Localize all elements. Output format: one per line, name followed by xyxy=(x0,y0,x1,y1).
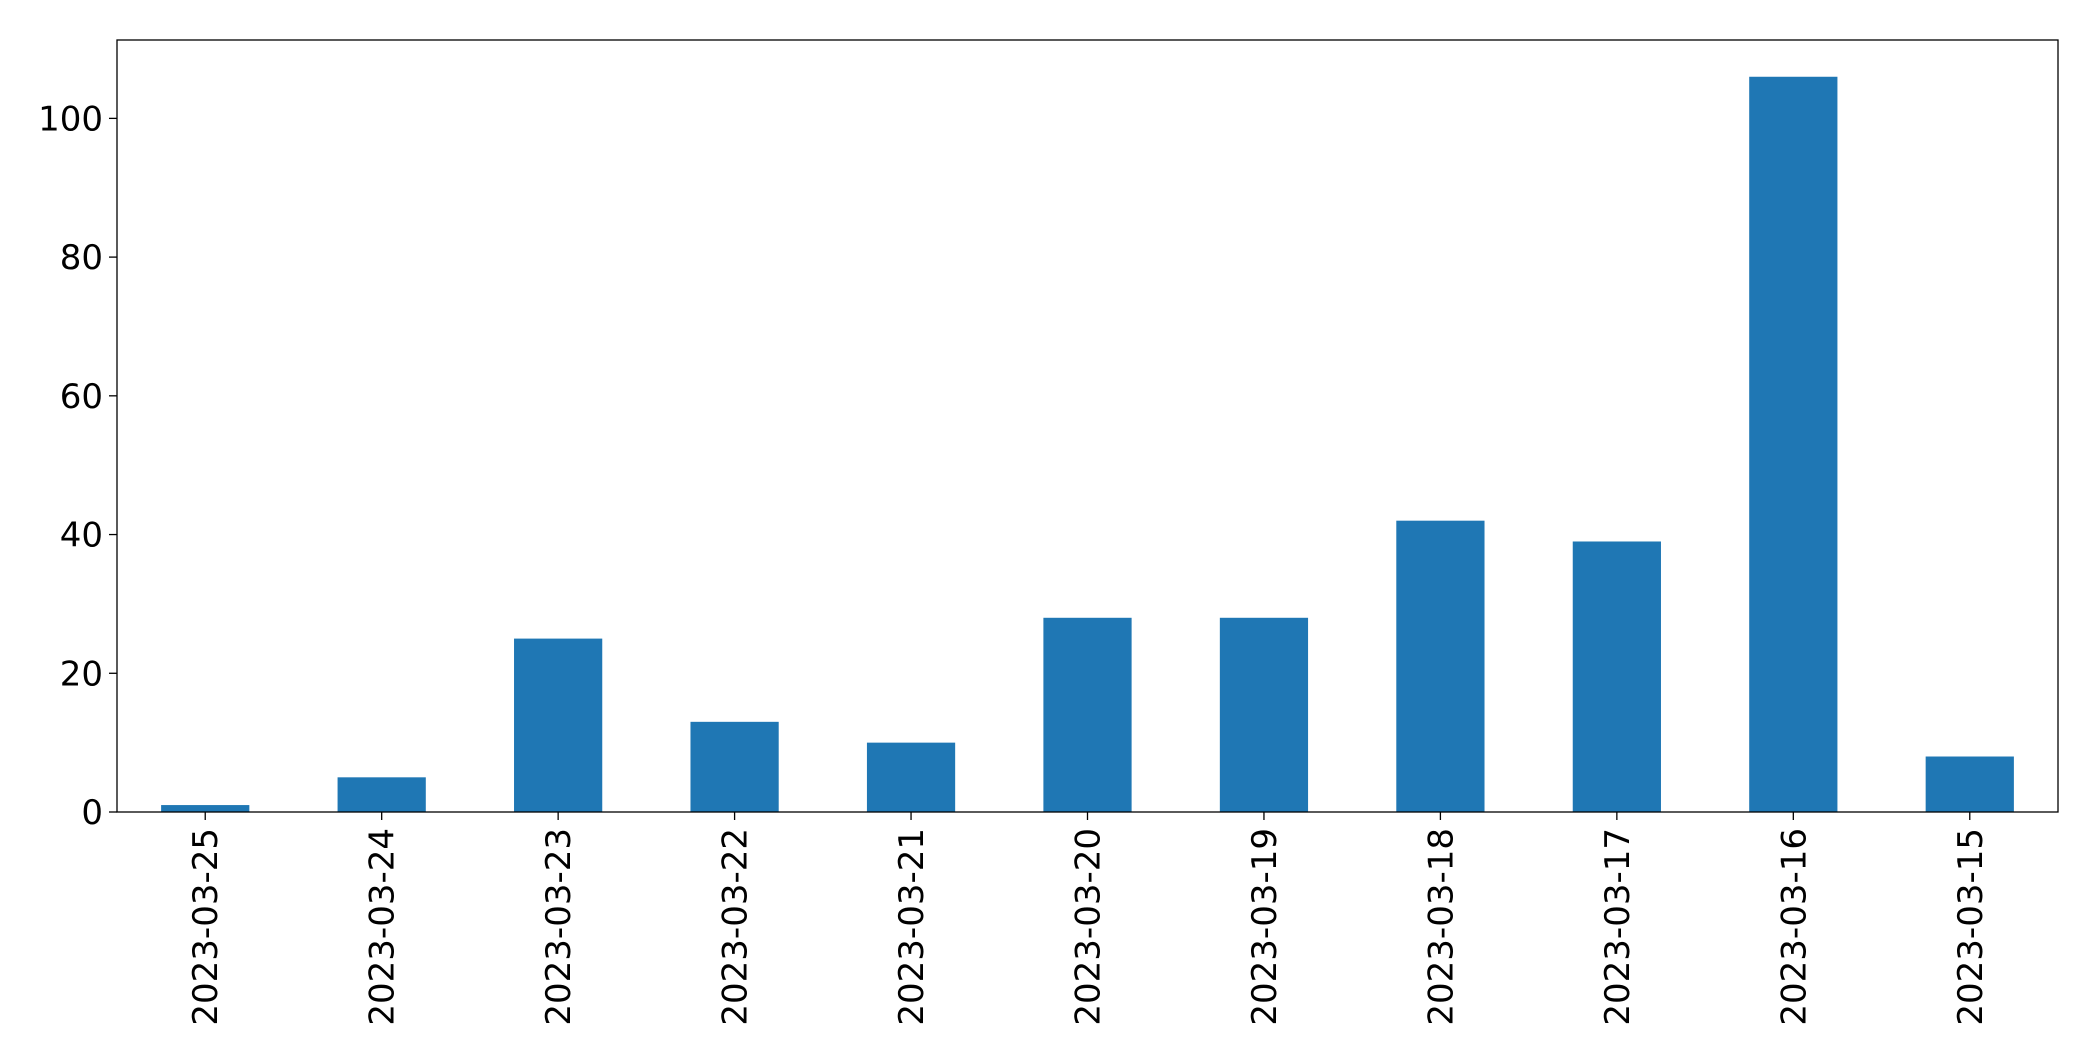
bar-2023-03-20 xyxy=(1043,617,1132,812)
y-axis: 0 20 40 60 80 100 xyxy=(38,99,117,833)
x-axis: 2023-03-25 2023-03-24 2023-03-23 2023-03-22… xyxy=(186,812,1991,1026)
x-tick-label: 2023-03-22 xyxy=(716,828,756,1026)
x-tick-label: 2023-03-19 xyxy=(1245,828,1285,1026)
y-tick-label: 80 xyxy=(60,238,103,278)
x-tick-label: 2023-03-23 xyxy=(539,828,579,1026)
bar-2023-03-17 xyxy=(1572,541,1661,812)
axes-frame xyxy=(116,39,2059,813)
bar-2023-03-25 xyxy=(161,805,250,812)
x-tick-label: 2023-03-16 xyxy=(1774,828,1814,1026)
x-tick-label: 2023-03-20 xyxy=(1069,828,1109,1026)
bar-2023-03-24 xyxy=(337,777,426,812)
y-tick-label: 100 xyxy=(38,99,103,139)
y-tick-label: 20 xyxy=(60,654,103,694)
bar-2023-03-15 xyxy=(1925,756,2014,812)
x-tick-label: 2023-03-24 xyxy=(363,828,403,1026)
x-tick-label: 2023-03-18 xyxy=(1421,828,1461,1026)
x-tick-label: 2023-03-15 xyxy=(1951,828,1991,1026)
x-tick-label: 2023-03-21 xyxy=(892,828,932,1026)
bar-2023-03-19 xyxy=(1219,617,1309,812)
x-tick-label: 2023-03-17 xyxy=(1598,828,1638,1026)
y-tick-label: 60 xyxy=(60,377,103,417)
bar-2023-03-21 xyxy=(866,742,956,812)
x-tick-label: 2023-03-25 xyxy=(186,828,226,1026)
y-tick-label: 0 xyxy=(81,793,103,833)
bar-2023-03-23 xyxy=(514,638,603,812)
bar-2023-03-22 xyxy=(690,721,779,812)
bar-2023-03-16 xyxy=(1749,76,1838,812)
y-tick-label: 40 xyxy=(60,516,103,556)
bars-layer xyxy=(161,76,2014,812)
bar-2023-03-18 xyxy=(1396,520,1485,812)
